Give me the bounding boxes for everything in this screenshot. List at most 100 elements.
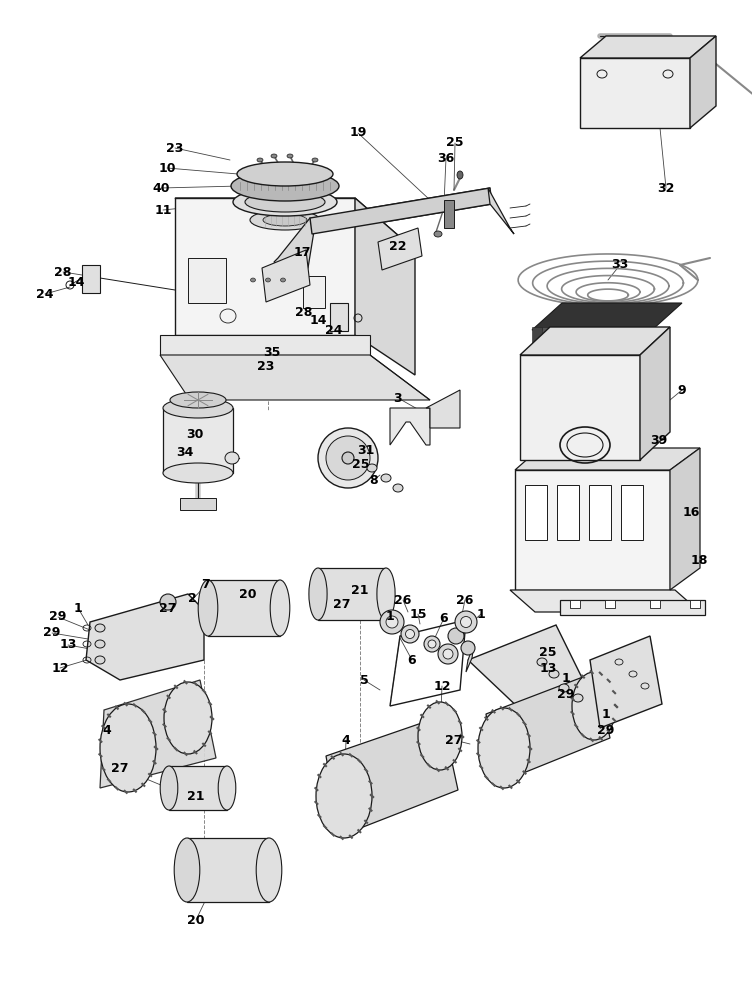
Text: 7: 7 xyxy=(202,578,211,591)
Bar xyxy=(303,276,325,308)
Bar xyxy=(580,58,690,128)
Ellipse shape xyxy=(573,694,583,702)
Text: 5: 5 xyxy=(359,674,368,686)
Text: 16: 16 xyxy=(682,506,699,518)
Text: 28: 28 xyxy=(296,306,313,318)
Ellipse shape xyxy=(160,594,176,610)
Text: 31: 31 xyxy=(357,444,374,456)
Text: 29: 29 xyxy=(44,626,61,640)
Bar xyxy=(589,485,611,540)
Text: 21: 21 xyxy=(187,790,205,802)
Ellipse shape xyxy=(559,684,569,692)
Ellipse shape xyxy=(381,474,391,482)
Text: 8: 8 xyxy=(370,474,378,487)
Ellipse shape xyxy=(163,398,233,418)
Ellipse shape xyxy=(428,640,436,648)
Text: 36: 36 xyxy=(438,151,455,164)
Text: 24: 24 xyxy=(36,288,53,300)
Polygon shape xyxy=(100,680,216,788)
Polygon shape xyxy=(370,355,430,400)
Polygon shape xyxy=(602,327,612,440)
Text: 27: 27 xyxy=(333,597,350,610)
Text: 6: 6 xyxy=(408,654,417,666)
Text: 14: 14 xyxy=(67,276,85,290)
Polygon shape xyxy=(582,327,592,440)
Polygon shape xyxy=(486,672,610,784)
Text: 28: 28 xyxy=(54,265,71,278)
Ellipse shape xyxy=(233,188,337,216)
Bar xyxy=(188,258,226,303)
Text: 27: 27 xyxy=(159,601,177,614)
Polygon shape xyxy=(590,636,662,728)
Ellipse shape xyxy=(461,641,475,655)
Text: 40: 40 xyxy=(152,182,170,194)
Ellipse shape xyxy=(342,452,354,464)
Text: 1: 1 xyxy=(602,708,611,720)
Text: 12: 12 xyxy=(433,680,450,692)
Ellipse shape xyxy=(164,682,212,754)
Polygon shape xyxy=(670,448,700,590)
Text: 32: 32 xyxy=(657,182,675,194)
Text: 23: 23 xyxy=(166,141,183,154)
Ellipse shape xyxy=(377,568,395,620)
Bar xyxy=(444,200,454,228)
Ellipse shape xyxy=(438,644,458,664)
Text: 23: 23 xyxy=(257,360,274,373)
Text: 19: 19 xyxy=(350,126,367,139)
Polygon shape xyxy=(592,327,602,440)
Text: 25: 25 xyxy=(446,136,464,149)
Ellipse shape xyxy=(448,628,464,644)
Polygon shape xyxy=(175,198,355,335)
Ellipse shape xyxy=(256,838,282,902)
Text: 33: 33 xyxy=(611,258,629,271)
Ellipse shape xyxy=(257,158,263,162)
Text: 2: 2 xyxy=(188,591,196,604)
Bar xyxy=(570,600,580,608)
Polygon shape xyxy=(642,327,652,440)
Ellipse shape xyxy=(263,214,307,226)
Bar xyxy=(690,600,700,608)
Text: 20: 20 xyxy=(187,914,205,926)
Polygon shape xyxy=(690,36,716,128)
Polygon shape xyxy=(160,355,430,400)
Ellipse shape xyxy=(250,278,256,282)
Text: 4: 4 xyxy=(341,734,350,746)
Bar xyxy=(650,600,660,608)
Text: 27: 27 xyxy=(111,762,129,774)
Bar xyxy=(163,408,233,473)
Ellipse shape xyxy=(218,766,236,810)
Text: 34: 34 xyxy=(176,446,194,458)
Text: 26: 26 xyxy=(394,593,411,606)
Ellipse shape xyxy=(163,463,233,483)
Polygon shape xyxy=(326,716,458,836)
Polygon shape xyxy=(532,303,682,330)
Polygon shape xyxy=(468,625,590,730)
Text: 11: 11 xyxy=(154,204,171,217)
Polygon shape xyxy=(632,327,642,440)
Polygon shape xyxy=(86,594,204,680)
Ellipse shape xyxy=(386,616,398,628)
Ellipse shape xyxy=(270,580,290,636)
Bar xyxy=(520,355,640,460)
Text: 27: 27 xyxy=(445,734,462,746)
Polygon shape xyxy=(622,327,632,440)
Ellipse shape xyxy=(537,658,547,666)
Text: 10: 10 xyxy=(158,161,176,174)
Ellipse shape xyxy=(245,192,325,212)
Bar xyxy=(605,600,615,608)
Bar xyxy=(621,485,643,540)
Ellipse shape xyxy=(174,838,200,902)
Ellipse shape xyxy=(237,162,333,186)
Ellipse shape xyxy=(280,278,286,282)
Text: 25: 25 xyxy=(352,458,370,472)
Bar xyxy=(560,600,705,615)
Text: 29: 29 xyxy=(597,724,614,736)
Ellipse shape xyxy=(401,625,419,643)
Text: 15: 15 xyxy=(409,607,426,620)
Text: 4: 4 xyxy=(102,724,111,736)
Bar xyxy=(82,265,100,293)
Text: 1: 1 xyxy=(562,672,570,684)
Ellipse shape xyxy=(231,171,339,201)
Text: 20: 20 xyxy=(239,588,256,601)
Polygon shape xyxy=(378,228,422,270)
